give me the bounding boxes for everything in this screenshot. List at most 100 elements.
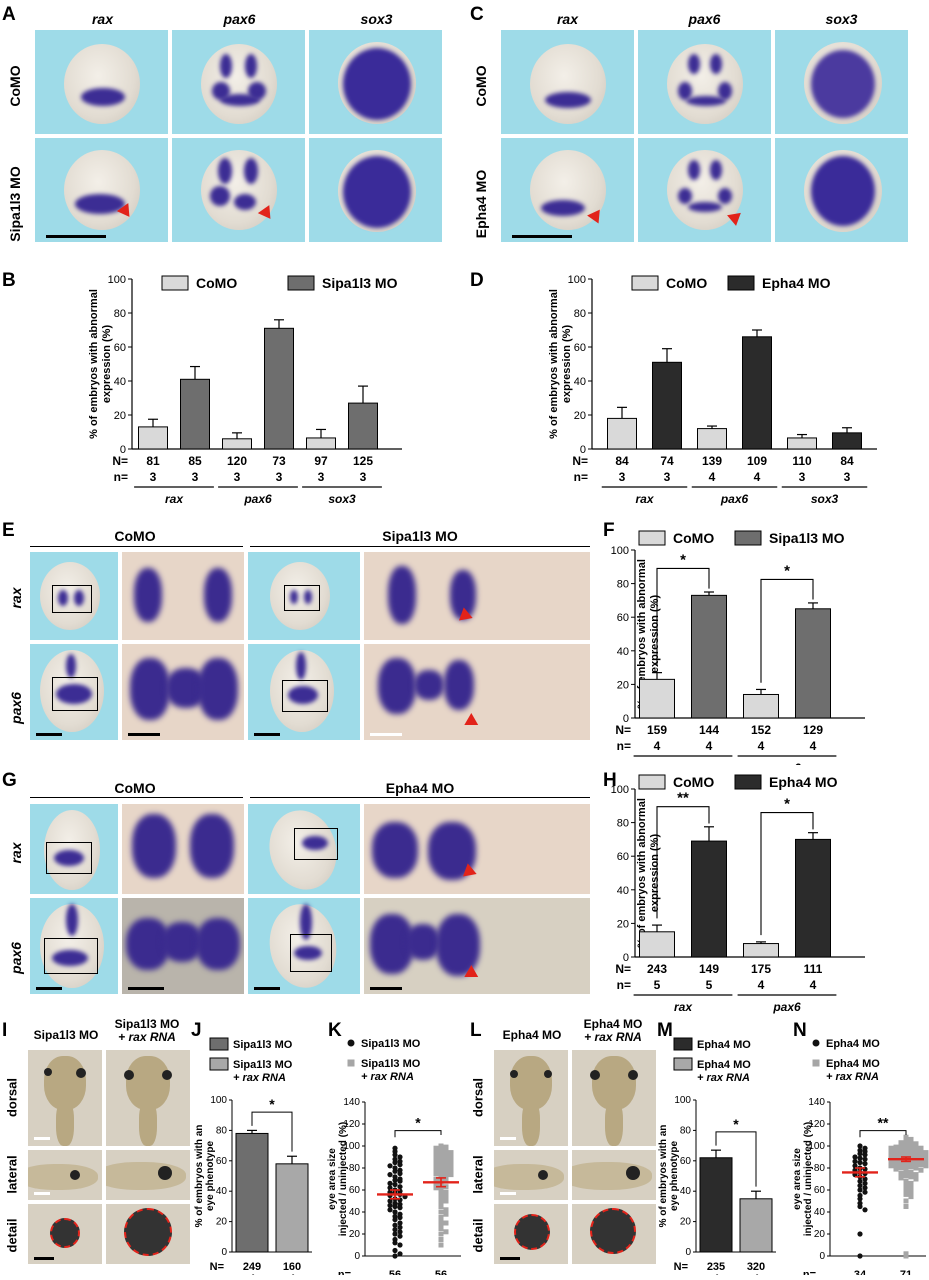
sample-count: 34 [854, 1269, 867, 1275]
data-point [443, 1147, 449, 1153]
data-point [857, 1178, 863, 1184]
data-point [923, 1158, 929, 1164]
data-point [397, 1178, 403, 1184]
embryo-image [172, 138, 305, 242]
scale-bar [36, 733, 62, 736]
y-tick-label: 40 [814, 1207, 826, 1218]
data-point [397, 1170, 403, 1177]
legend-swatch [209, 1037, 229, 1051]
data-point [852, 1158, 858, 1164]
embryo-image [501, 30, 634, 134]
data-point [443, 1161, 449, 1167]
col-header-sox3: sox3 [360, 11, 393, 27]
group-label: sox3 [328, 492, 356, 506]
data-point [443, 1229, 449, 1235]
significance-marker: * [269, 1096, 275, 1112]
data-point [888, 1150, 894, 1156]
n-label: n= [211, 1273, 224, 1275]
data-point [903, 1164, 909, 1170]
data-point [898, 1161, 904, 1167]
data-point [397, 1220, 403, 1226]
y-tick-label: 20 [574, 410, 586, 422]
data-point [392, 1222, 398, 1228]
embryo-image [248, 552, 360, 640]
scale-bar [254, 987, 280, 990]
data-point [903, 1183, 909, 1189]
col-header-pax6: pax6 [688, 11, 721, 27]
y-axis-label: % of embryos with an [194, 1125, 205, 1228]
group-label: rax [635, 492, 654, 506]
eye-detail-image [572, 1204, 656, 1264]
legend-label: Sipa1l3 MO [233, 1039, 293, 1051]
replicate-count: 4 [754, 470, 761, 484]
data-point [903, 1138, 909, 1143]
embryo-image [248, 644, 360, 740]
sample-size: 120 [227, 454, 247, 468]
significance-bracket [656, 567, 710, 666]
embryo-closeup-image [122, 552, 244, 640]
y-tick-label: 20 [617, 679, 629, 691]
y-axis-label: eye area size [327, 1148, 338, 1210]
data-point [397, 1205, 403, 1211]
bar [691, 594, 727, 719]
sample-size: 97 [314, 454, 328, 468]
row-header-lateral: lateral [470, 1155, 486, 1194]
scale-bar [128, 733, 160, 736]
y-tick-label: 0 [120, 444, 126, 456]
panel-label-f: F [603, 520, 615, 541]
data-point [387, 1163, 393, 1169]
sample-size: 175 [751, 962, 771, 976]
y-axis-label: injected / uninjected (%) [803, 1122, 814, 1236]
row-header-pax6: pax6 [8, 942, 24, 974]
embryo-image [501, 138, 634, 242]
data-point [918, 1149, 924, 1154]
data-point [397, 1162, 403, 1168]
legend-label: Sipa1l3 MO [322, 275, 398, 291]
significance-marker: * [784, 796, 790, 813]
embryo-image [638, 138, 771, 242]
col-header-rax: rax [556, 11, 579, 27]
replicate-count: 3 [234, 470, 241, 484]
panel-label-g: G [2, 770, 17, 791]
row-header-rax: rax [8, 842, 24, 864]
panel-label-e: E [2, 520, 15, 541]
scale-bar [512, 235, 572, 238]
group-label: pax6 [772, 1000, 801, 1014]
data-point [448, 1158, 454, 1164]
bar [306, 437, 336, 450]
replicate-count: 5 [654, 978, 661, 992]
y-tick-label: 80 [114, 308, 126, 320]
bar [652, 361, 682, 450]
legend-marker [812, 1059, 820, 1067]
embryo-image [775, 30, 908, 134]
sample-size: 144 [699, 723, 719, 737]
data-point [913, 1141, 919, 1147]
panel-label-d: D [470, 270, 484, 291]
data-point [913, 1144, 919, 1150]
replicate-count: 3 [619, 470, 626, 484]
embryo-image [30, 552, 118, 640]
replicate-count: 3 [150, 470, 157, 484]
data-point [443, 1144, 449, 1150]
bar [348, 402, 378, 450]
data-point [903, 1253, 909, 1259]
replicate-count: 3 [844, 470, 851, 484]
group-label: rax [674, 761, 693, 765]
embryo-image [30, 898, 118, 994]
replicate-count: 4 [758, 739, 765, 753]
bar [743, 693, 779, 719]
scale-bar [254, 733, 280, 736]
embryo-closeup-image [122, 644, 244, 740]
data-point [913, 1176, 919, 1182]
y-tick-label: 100 [674, 1095, 691, 1106]
chart-m: 0 20 40 60 80 100 % of embryos with an eye phen… [658, 1037, 776, 1275]
group-label: pax6 [720, 492, 749, 506]
bar [138, 426, 168, 450]
sample-size: 111 [804, 962, 823, 976]
data-point [438, 1242, 444, 1248]
n-label: N= [210, 1261, 224, 1273]
data-point [443, 1220, 449, 1226]
legend-swatch [161, 275, 189, 291]
legend-marker [812, 1039, 820, 1047]
data-point [392, 1209, 398, 1215]
